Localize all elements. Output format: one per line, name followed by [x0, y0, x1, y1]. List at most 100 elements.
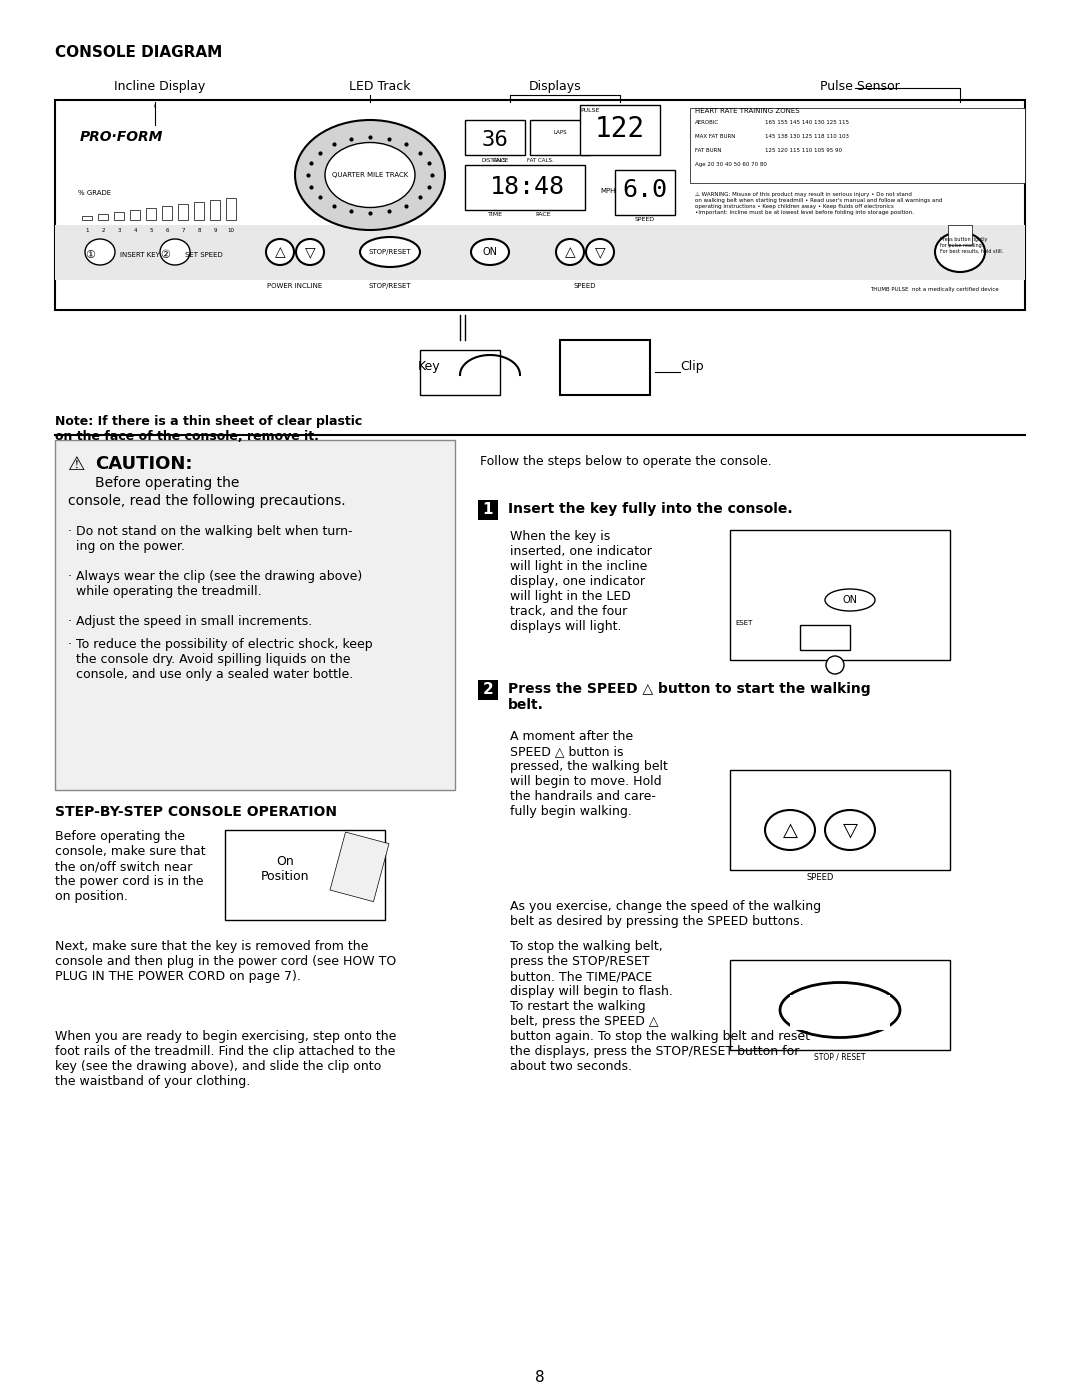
Text: 9: 9 [213, 228, 217, 233]
Bar [530, 120, 590, 155]
Bar [210, 200, 220, 219]
Text: QUARTER MILE TRACK: QUARTER MILE TRACK [332, 172, 408, 177]
Text: ▽: ▽ [595, 244, 605, 258]
Text: MAX FAT BURN: MAX FAT BURN [696, 134, 735, 138]
Ellipse shape [825, 590, 875, 610]
Text: 1: 1 [483, 502, 494, 517]
Text: SPEED: SPEED [807, 873, 834, 882]
Text: 122: 122 [595, 115, 645, 142]
Bar [55, 225, 1025, 279]
Text: STEP-BY-STEP CONSOLE OPERATION: STEP-BY-STEP CONSOLE OPERATION [55, 805, 337, 819]
Text: 8: 8 [198, 228, 201, 233]
Text: When you are ready to begin exercising, step onto the
foot rails of the treadmil: When you are ready to begin exercising, … [55, 1030, 396, 1088]
Bar [55, 101, 1025, 310]
Text: STOP / RESET: STOP / RESET [814, 1053, 866, 1062]
Ellipse shape [160, 239, 190, 265]
Ellipse shape [296, 239, 324, 265]
Text: On
Position: On Position [260, 855, 309, 883]
Bar [789, 995, 890, 1030]
Text: 18:48: 18:48 [489, 175, 565, 198]
Text: 2: 2 [102, 228, 105, 233]
Bar [730, 770, 950, 870]
Bar [178, 204, 188, 219]
Text: △: △ [565, 244, 576, 258]
Text: Displays: Displays [529, 80, 581, 94]
Bar [580, 105, 660, 155]
Ellipse shape [826, 657, 843, 673]
Text: Press the SPEED △ button to start the walking
belt.: Press the SPEED △ button to start the wa… [508, 682, 870, 712]
Text: FAT BURN: FAT BURN [696, 148, 721, 154]
Ellipse shape [325, 142, 415, 208]
Text: LAPS: LAPS [553, 130, 567, 136]
Bar [162, 205, 172, 219]
Text: When the key is
inserted, one indicator
will light in the incline
display, one i: When the key is inserted, one indicator … [510, 529, 652, 633]
Text: 2: 2 [483, 682, 494, 697]
Text: CAUTION:: CAUTION: [95, 455, 192, 474]
Bar [730, 529, 950, 659]
Ellipse shape [556, 239, 584, 265]
Bar [146, 208, 156, 219]
Text: Note: If there is a thin sheet of clear plastic
on the face of the console, remo: Note: If there is a thin sheet of clear … [55, 415, 362, 443]
Text: Key: Key [418, 360, 441, 373]
Text: ON: ON [842, 595, 858, 605]
Ellipse shape [765, 810, 815, 849]
Text: As you exercise, change the speed of the walking
belt as desired by pressing the: As you exercise, change the speed of the… [510, 900, 821, 928]
Text: Incline Display: Incline Display [114, 80, 205, 94]
Text: To stop the walking belt,
press the STOP/RESET
button. The TIME/PACE
display wil: To stop the walking belt, press the STOP… [510, 940, 810, 1073]
Text: ▽: ▽ [305, 244, 315, 258]
Text: POWER INCLINE: POWER INCLINE [268, 284, 323, 289]
Text: SET SPEED: SET SPEED [185, 251, 222, 258]
Ellipse shape [935, 232, 985, 272]
Text: Press button lightly
for pulse reading.
For best results, hold still.: Press button lightly for pulse reading. … [940, 237, 1003, 254]
Bar [478, 500, 498, 520]
Text: 145 138 130 125 118 110 103: 145 138 130 125 118 110 103 [765, 134, 849, 138]
Text: 6.0: 6.0 [622, 177, 667, 203]
Text: Clip: Clip [680, 360, 704, 373]
Bar [690, 108, 1025, 183]
Ellipse shape [295, 120, 445, 231]
Text: FAT CALS.: FAT CALS. [527, 158, 553, 163]
Bar [55, 440, 455, 789]
Ellipse shape [266, 239, 294, 265]
Text: PULSE: PULSE [580, 108, 599, 113]
Text: △: △ [783, 820, 797, 840]
Text: 8: 8 [536, 1370, 544, 1384]
Ellipse shape [85, 239, 114, 265]
Text: ▽: ▽ [842, 820, 858, 840]
Ellipse shape [586, 239, 615, 265]
Bar [225, 830, 384, 921]
Text: SPEED: SPEED [635, 217, 656, 222]
Text: 1: 1 [85, 228, 89, 233]
Text: · Do not stand on the walking belt when turn-
  ing on the power.: · Do not stand on the walking belt when … [68, 525, 352, 553]
Text: A moment after the
SPEED △ button is
pressed, the walking belt
will begin to mov: A moment after the SPEED △ button is pre… [510, 731, 667, 819]
Bar [194, 203, 204, 219]
Text: console, read the following precautions.: console, read the following precautions. [68, 495, 346, 509]
Bar [98, 214, 108, 219]
Text: ⚠ WARNING: Misuse of this product may result in serious injury • Do not stand
on: ⚠ WARNING: Misuse of this product may re… [696, 191, 943, 215]
Bar [800, 624, 850, 650]
Ellipse shape [825, 810, 875, 849]
Bar [948, 225, 972, 244]
Text: Insert the key fully into the console.: Insert the key fully into the console. [508, 502, 793, 515]
Bar [730, 960, 950, 1051]
Text: Next, make sure that the key is removed from the
console and then plug in the po: Next, make sure that the key is removed … [55, 940, 396, 983]
Text: △: △ [274, 244, 285, 258]
Bar [478, 680, 498, 700]
Text: · To reduce the possibility of electric shock, keep
  the console dry. Avoid spi: · To reduce the possibility of electric … [68, 638, 373, 680]
Text: 4: 4 [133, 228, 137, 233]
Text: Age 20 30 40 50 60 70 80: Age 20 30 40 50 60 70 80 [696, 162, 767, 168]
Text: · Always wear the clip (see the drawing above)
  while operating the treadmill.: · Always wear the clip (see the drawing … [68, 570, 362, 598]
Text: 36: 36 [482, 130, 509, 149]
Text: · Adjust the speed in small increments.: · Adjust the speed in small increments. [68, 615, 312, 629]
Text: % GRADE: % GRADE [78, 190, 111, 196]
Ellipse shape [780, 982, 900, 1038]
Text: ①: ① [85, 250, 95, 260]
Ellipse shape [360, 237, 420, 267]
Text: STOP/RESET: STOP/RESET [368, 249, 411, 256]
Text: 125 120 115 110 105 95 90: 125 120 115 110 105 95 90 [765, 148, 842, 154]
Text: DISTANCE: DISTANCE [482, 158, 509, 163]
Bar [465, 120, 525, 155]
Text: 10: 10 [228, 228, 234, 233]
Text: LED Track: LED Track [349, 80, 410, 94]
Bar [130, 210, 140, 219]
